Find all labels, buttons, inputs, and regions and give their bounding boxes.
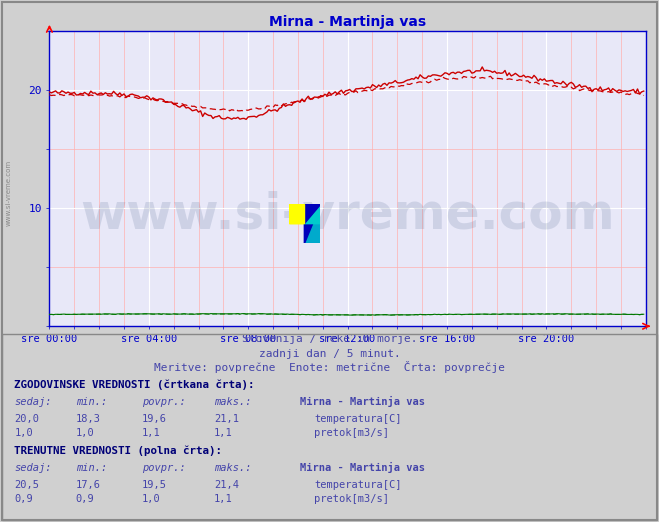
- Bar: [289, 204, 304, 223]
- Polygon shape: [304, 204, 320, 223]
- Text: 1,1: 1,1: [142, 429, 160, 438]
- Text: min.:: min.:: [76, 397, 107, 407]
- Text: min.:: min.:: [76, 463, 107, 473]
- Text: 1,0: 1,0: [14, 429, 33, 438]
- Text: 19,6: 19,6: [142, 414, 167, 424]
- Text: Meritve: povprečne  Enote: metrične  Črta: povprečje: Meritve: povprečne Enote: metrične Črta:…: [154, 361, 505, 373]
- Polygon shape: [304, 204, 320, 223]
- Text: Mirna - Martinja vas: Mirna - Martinja vas: [300, 462, 425, 473]
- Text: maks.:: maks.:: [214, 397, 252, 407]
- Text: povpr.:: povpr.:: [142, 397, 185, 407]
- Text: 21,4: 21,4: [214, 480, 239, 490]
- Bar: [304, 223, 320, 243]
- Text: 1,0: 1,0: [142, 494, 160, 504]
- Text: 20,5: 20,5: [14, 480, 40, 490]
- Text: 18,3: 18,3: [76, 414, 101, 424]
- Text: povpr.:: povpr.:: [142, 463, 185, 473]
- Text: temperatura[C]: temperatura[C]: [314, 480, 402, 490]
- Text: Slovenija / reke in morje.: Slovenija / reke in morje.: [242, 334, 417, 344]
- Text: sedaj:: sedaj:: [14, 463, 52, 473]
- Text: pretok[m3/s]: pretok[m3/s]: [314, 494, 389, 504]
- Text: maks.:: maks.:: [214, 463, 252, 473]
- Bar: [289, 204, 304, 223]
- Text: sedaj:: sedaj:: [14, 397, 52, 407]
- Text: temperatura[C]: temperatura[C]: [314, 414, 402, 424]
- Text: 17,6: 17,6: [76, 480, 101, 490]
- Bar: [289, 204, 304, 223]
- Text: 0,9: 0,9: [14, 494, 33, 504]
- Bar: [304, 204, 320, 223]
- Text: TRENUTNE VREDNOSTI (polna črta):: TRENUTNE VREDNOSTI (polna črta):: [14, 446, 223, 456]
- Text: 21,1: 21,1: [214, 414, 239, 424]
- Text: 1,1: 1,1: [214, 494, 233, 504]
- Text: 1,0: 1,0: [76, 429, 94, 438]
- Text: 1,1: 1,1: [214, 429, 233, 438]
- Text: www.si-vreme.com: www.si-vreme.com: [80, 190, 615, 238]
- Polygon shape: [304, 204, 320, 243]
- Title: Mirna - Martinja vas: Mirna - Martinja vas: [269, 15, 426, 29]
- Text: pretok[m3/s]: pretok[m3/s]: [314, 429, 389, 438]
- Polygon shape: [304, 204, 320, 243]
- Bar: [304, 204, 320, 223]
- Text: 19,5: 19,5: [142, 480, 167, 490]
- Text: zadnji dan / 5 minut.: zadnji dan / 5 minut.: [258, 349, 401, 359]
- Text: Mirna - Martinja vas: Mirna - Martinja vas: [300, 396, 425, 407]
- Text: 0,9: 0,9: [76, 494, 94, 504]
- Text: ZGODOVINSKE VREDNOSTI (črtkana črta):: ZGODOVINSKE VREDNOSTI (črtkana črta):: [14, 380, 255, 390]
- Text: 20,0: 20,0: [14, 414, 40, 424]
- Text: www.si-vreme.com: www.si-vreme.com: [5, 160, 12, 226]
